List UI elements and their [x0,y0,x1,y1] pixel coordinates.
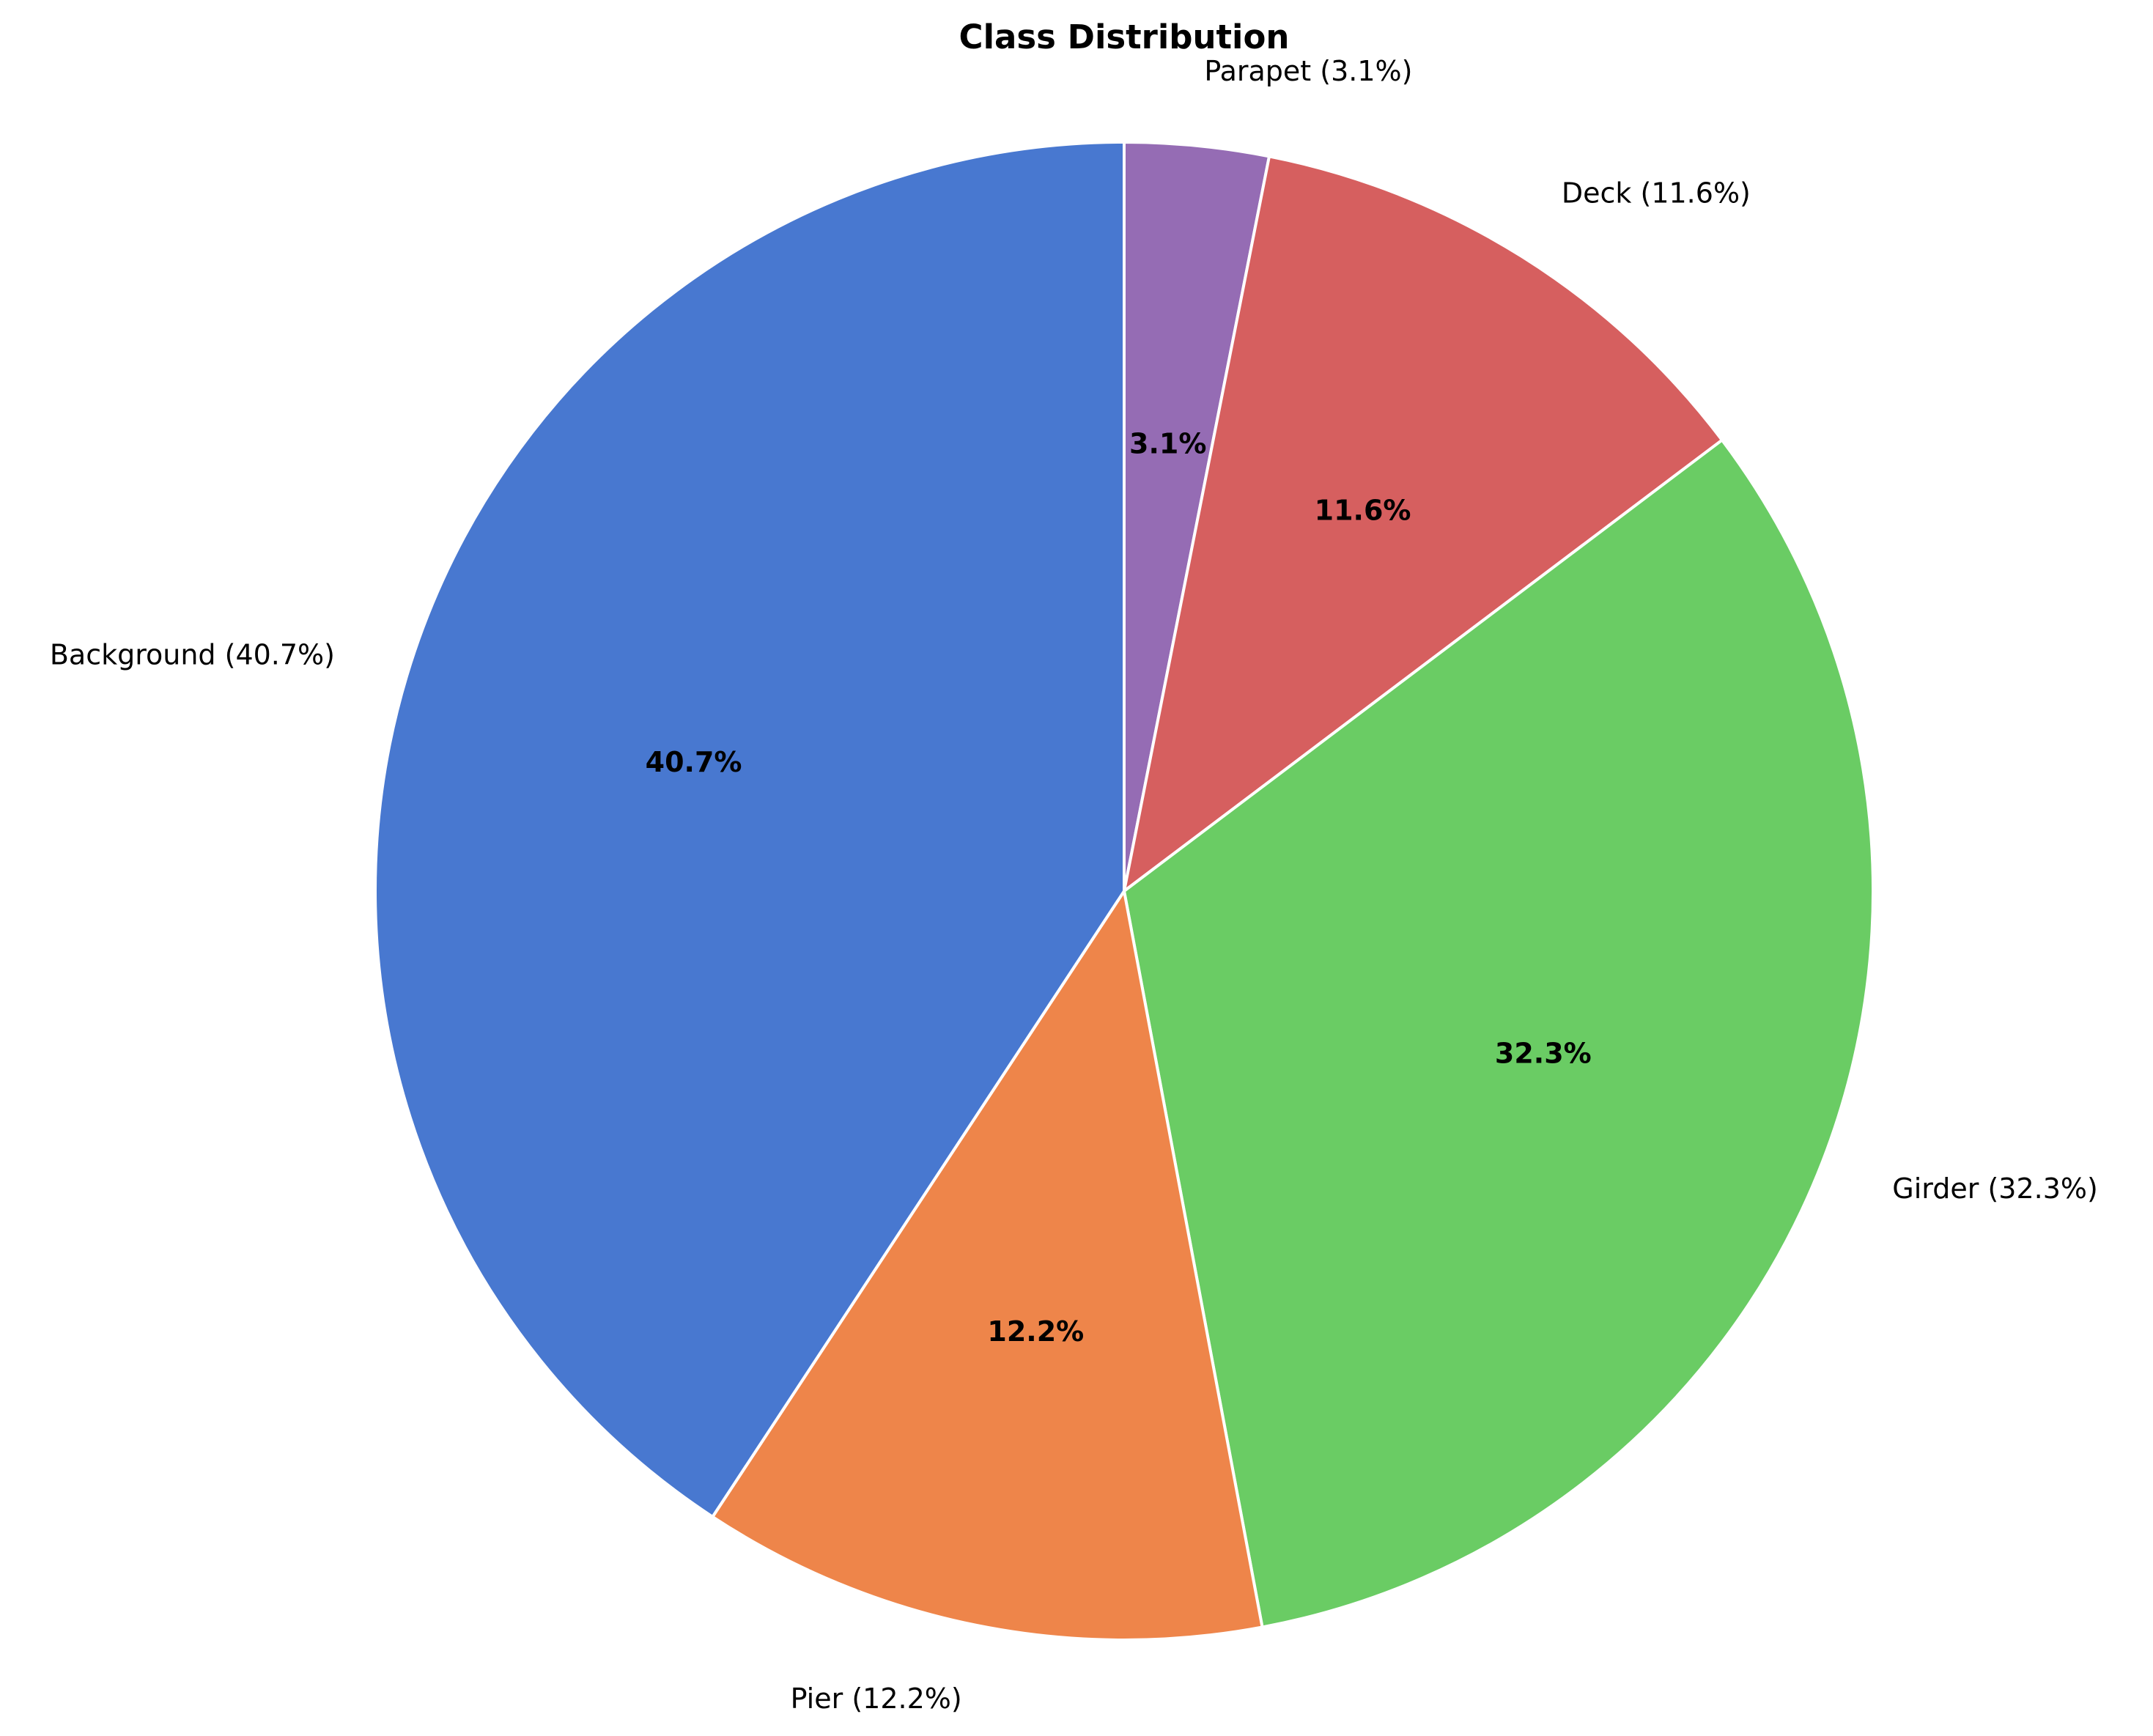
slice-label-background: Background (40.7%) [50,639,335,671]
slice-label-parapet: Parapet (3.1%) [1204,55,1412,87]
pie-slice-girder [1123,438,1875,1629]
slice-labels: Parapet (3.1%) Deck (11.6%) Girder (32.3%)… [50,55,2098,1715]
slice-percent-background: 40.7% [646,746,742,778]
pie-slice-pier [711,890,1264,1641]
slice-percent-parapet: 3.1% [1129,428,1206,460]
slice-label-deck: Deck (11.6%) [1562,177,1751,209]
pie-slice-deck [1123,155,1724,893]
pie-slice-background [374,141,1126,1518]
slice-percent-labels: 3.1% 11.6% 32.3% 12.2% 40.7% [646,428,1592,1348]
chart-title: Class Distribution [959,18,1290,56]
pie-slices [374,141,1875,1641]
slice-percent-deck: 11.6% [1315,494,1411,526]
slice-percent-girder: 32.3% [1495,1038,1592,1070]
slice-label-pier: Pier (12.2%) [791,1683,962,1715]
slice-percent-pier: 12.2% [987,1315,1084,1348]
slice-label-girder: Girder (32.3%) [1892,1172,2098,1205]
